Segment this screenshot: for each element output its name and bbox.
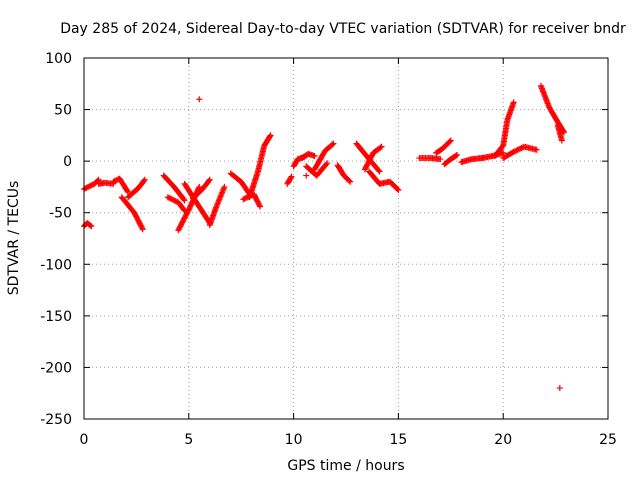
data-point [558,137,565,144]
data-point [395,187,402,194]
data-point [166,194,173,201]
y-tick-label: 50 [54,103,72,119]
data-point [180,206,187,213]
data-point [206,176,213,183]
data-point [167,195,174,202]
data-point [510,148,517,155]
data-point [139,224,146,231]
data-points [81,82,567,392]
data-point [242,195,249,202]
data-point [87,182,94,189]
data-point [188,201,195,208]
data-point [83,184,90,191]
data-point [181,197,188,204]
data-point [377,144,384,151]
data-point [139,226,146,233]
data-point [125,189,132,196]
y-tick-label: -200 [40,360,72,376]
data-point [240,196,247,203]
y-axis-label: SDTVAR / TECUs [6,181,22,296]
data-point [186,205,193,212]
data-point [205,177,212,184]
y-tick-label: -50 [49,206,72,222]
data-point [171,197,178,204]
data-point [453,152,460,159]
data-point [164,194,171,201]
y-tick-label: -150 [40,309,72,325]
data-point [378,143,385,150]
x-tick-label: 5 [184,432,193,448]
data-point [287,174,294,181]
data-point [324,160,331,167]
data-point [82,185,89,192]
data-point [86,183,93,190]
data-point [510,99,517,106]
data-point [533,146,540,153]
y-tick-label: -100 [40,257,72,273]
data-point [124,187,131,194]
data-point [323,161,330,168]
grid [84,58,608,419]
data-point [257,203,264,210]
data-point [84,184,91,191]
data-point [329,141,336,148]
data-point [515,146,522,153]
data-point [513,147,520,154]
data-point [187,203,194,210]
x-axis-label: GPS time / hours [287,458,404,474]
y-tick-label: -250 [40,412,72,428]
data-point [170,196,177,203]
data-point [376,168,383,175]
chart-title: Day 285 of 2024, Sidereal Day-to-day VTE… [60,21,626,37]
data-point [140,177,147,184]
data-point [330,140,337,147]
data-point [168,196,175,203]
data-point [500,149,507,156]
x-tick-label: 15 [389,432,407,448]
data-point [87,222,94,229]
data-point [288,173,295,180]
data-point [347,178,354,185]
data-point [514,146,521,153]
x-tick-label: 25 [599,432,617,448]
data-point [303,172,310,179]
data-point [311,152,318,159]
data-point [141,176,148,183]
data-point [185,207,192,214]
data-point [447,137,454,144]
data-point [266,133,273,140]
data-point [256,202,263,209]
data-point [556,385,563,392]
data-point [185,206,192,213]
data-point [375,167,382,174]
data-point [267,132,274,139]
data-point [517,145,524,152]
data-point [88,182,95,189]
data-point [394,185,401,192]
y-tick-label: 0 [63,154,72,170]
data-point [518,144,525,151]
data-point [221,183,228,190]
data-point [446,138,453,145]
data-point [187,202,194,209]
x-tick-label: 0 [80,432,89,448]
data-point [180,196,187,203]
data-point [172,198,179,205]
plot-frame [83,57,609,420]
data-point [346,177,353,184]
axis-ticks: 0 5 10 15 20 25 -250 -200 -150 -100 -50 0 50 100 [40,51,617,448]
data-point [196,183,203,190]
x-tick-label: 10 [285,432,303,448]
data-point [454,151,461,158]
data-point [88,223,95,230]
x-tick-label: 20 [494,432,512,448]
y-tick-label: 100 [45,51,72,67]
data-point [196,96,203,103]
data-point [511,148,518,155]
data-point [437,156,444,163]
data-point [241,195,248,202]
